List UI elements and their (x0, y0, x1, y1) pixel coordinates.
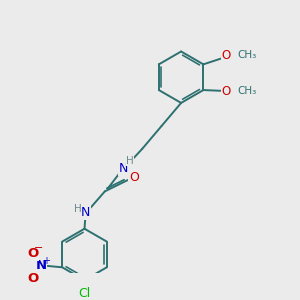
Text: H: H (126, 156, 134, 166)
Text: CH₃: CH₃ (238, 50, 257, 60)
Text: O: O (221, 85, 231, 98)
Text: +: + (42, 256, 50, 266)
Text: CH₃: CH₃ (238, 86, 257, 96)
Text: O: O (28, 272, 39, 285)
Text: Cl: Cl (78, 287, 91, 300)
Text: −: − (34, 243, 43, 254)
Text: O: O (129, 171, 139, 184)
Text: O: O (28, 247, 39, 260)
Text: N: N (36, 260, 47, 272)
Text: H: H (74, 204, 82, 214)
Text: CH₃: CH₃ (238, 50, 257, 60)
Text: O: O (221, 49, 231, 62)
Text: N: N (119, 162, 128, 175)
Text: N: N (81, 206, 91, 219)
